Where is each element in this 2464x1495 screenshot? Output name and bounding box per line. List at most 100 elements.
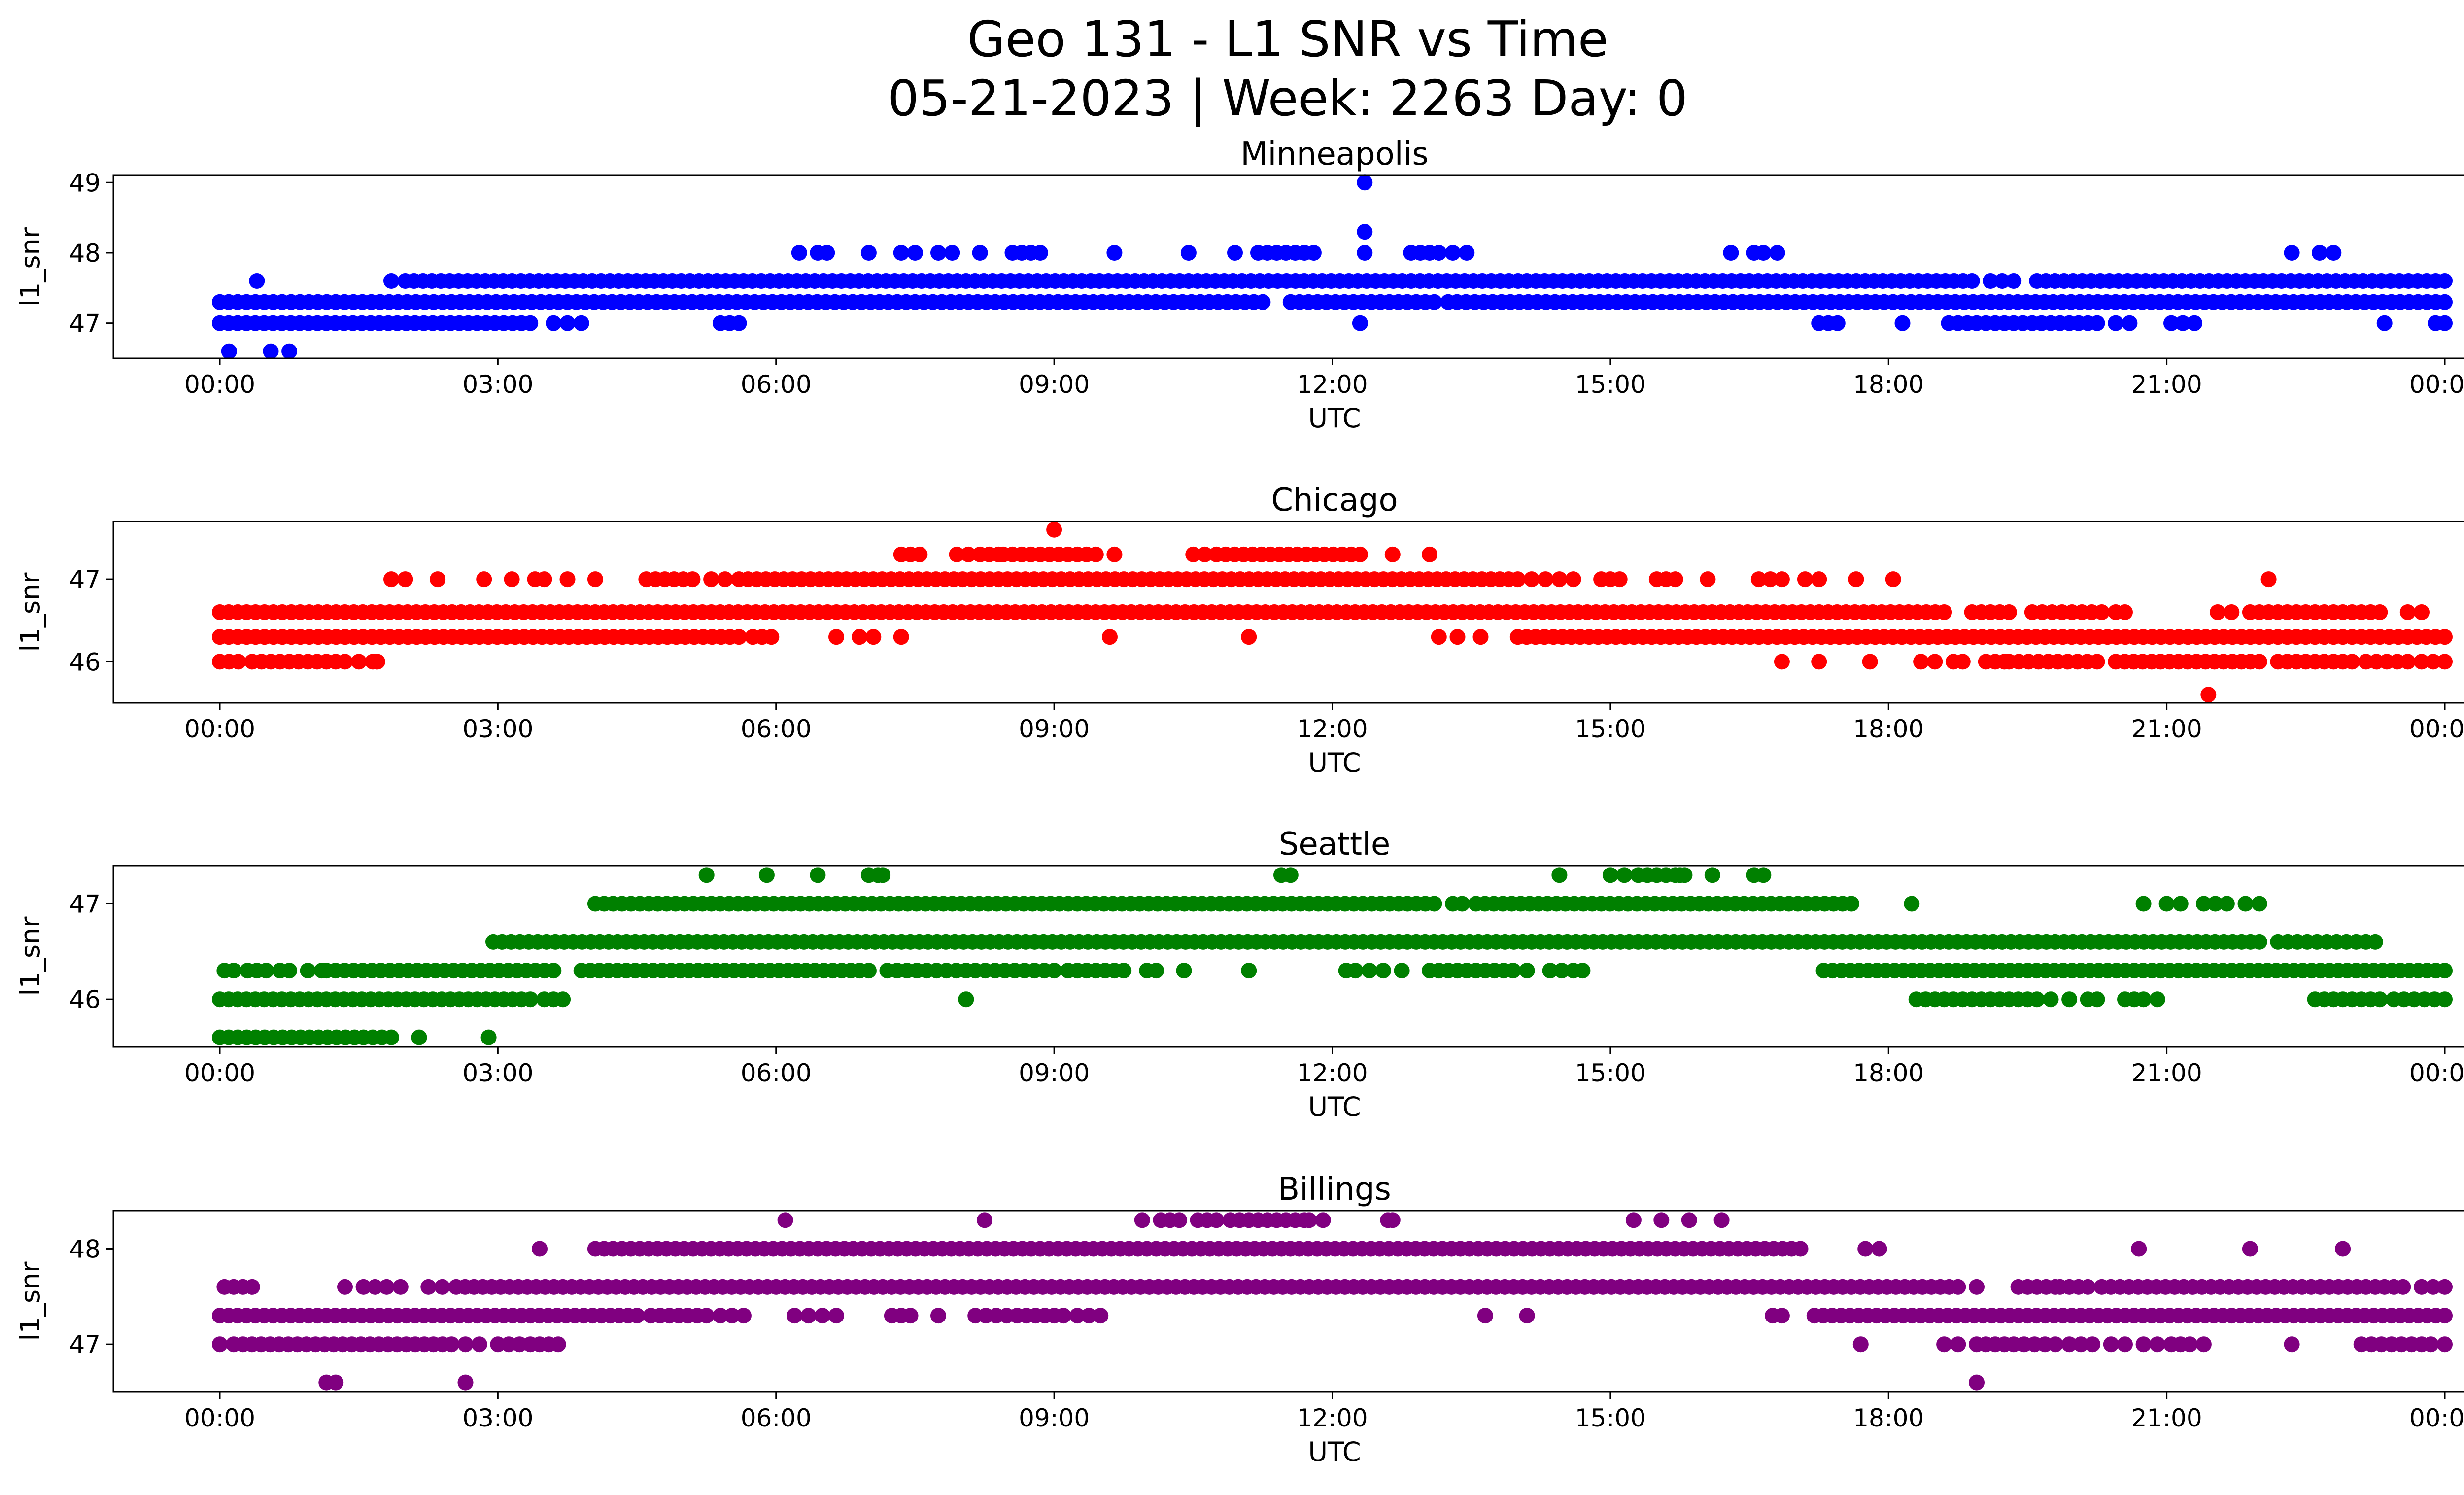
data-point — [2089, 991, 2105, 1008]
data-point — [2108, 315, 2124, 331]
data-point — [1554, 963, 1570, 979]
x-tick-label: 03:00 — [462, 1404, 533, 1432]
axes-frame — [112, 1210, 2464, 1393]
data-point — [2149, 1336, 2165, 1353]
data-point — [731, 315, 747, 331]
data-point — [1551, 571, 1568, 588]
data-point — [355, 1279, 372, 1295]
x-axis-label: UTC — [1308, 403, 1361, 434]
data-point — [2414, 604, 2430, 620]
subplot-title: Seattle — [1279, 826, 1391, 863]
y-tick-label: 46 — [69, 648, 101, 676]
data-point — [958, 991, 974, 1008]
x-tick-label: 06:00 — [741, 370, 812, 399]
y-axis-label: l1_snr — [15, 916, 46, 996]
data-point — [2103, 1336, 2119, 1353]
x-tick-label: 21:00 — [2131, 370, 2202, 399]
data-point — [2251, 654, 2267, 670]
data-point — [1445, 245, 1461, 261]
y-tick-label: 47 — [69, 1330, 101, 1359]
data-point — [2135, 1336, 2152, 1353]
data-point — [1505, 963, 1521, 979]
data-point — [2131, 1241, 2147, 1257]
data-point — [2117, 604, 2133, 620]
data-point — [2425, 1279, 2441, 1295]
data-point — [2437, 991, 2453, 1008]
data-point — [1509, 571, 1526, 588]
data-point — [865, 629, 882, 645]
data-point — [2344, 654, 2360, 670]
data-point — [1081, 1308, 1097, 1324]
x-tick-label: 12:00 — [1297, 1059, 1368, 1087]
data-point — [512, 1336, 528, 1353]
data-point — [281, 963, 298, 979]
data-point — [2437, 1308, 2453, 1324]
data-point — [2284, 1336, 2300, 1353]
data-point — [2219, 896, 2235, 912]
x-tick-label: 06:00 — [741, 1059, 812, 1087]
data-point — [717, 571, 733, 588]
data-point — [698, 867, 715, 883]
data-point — [300, 963, 316, 979]
data-point — [383, 571, 399, 588]
data-point — [2175, 315, 2191, 331]
x-tick-label: 18:00 — [1853, 715, 1924, 743]
data-point — [1227, 245, 1243, 261]
data-point — [337, 1279, 353, 1295]
data-point — [1774, 1308, 1790, 1324]
data-point — [2414, 654, 2430, 670]
data-point — [430, 571, 446, 588]
data-point — [1681, 1212, 1697, 1228]
data-point — [1185, 546, 1201, 562]
data-point — [1116, 963, 1132, 979]
x-tick-label: 12:00 — [1297, 715, 1368, 743]
data-point — [810, 867, 826, 883]
data-point — [2437, 654, 2453, 670]
data-point — [698, 1308, 715, 1324]
data-point — [2399, 654, 2416, 670]
data-point — [758, 867, 775, 883]
data-point — [2437, 1279, 2453, 1295]
data-point — [1927, 654, 1943, 670]
x-tick-label: 00:00 — [184, 715, 255, 743]
data-point — [2242, 1241, 2258, 1257]
data-point — [860, 963, 877, 979]
data-point — [1857, 1241, 1874, 1257]
data-point — [476, 571, 492, 588]
data-point — [1524, 571, 1540, 588]
data-point — [1936, 604, 1952, 620]
data-point — [1069, 1308, 1086, 1324]
data-point — [1969, 1374, 1985, 1391]
x-tick-label: 18:00 — [1853, 370, 1924, 399]
data-point — [2073, 1336, 2089, 1353]
data-point — [1255, 294, 1271, 310]
data-point — [573, 315, 589, 331]
axes-frame — [112, 865, 2464, 1048]
data-point — [2372, 991, 2388, 1008]
data-point — [1519, 1308, 1535, 1324]
data-point — [1375, 963, 1391, 979]
data-point — [1862, 654, 1878, 670]
data-point — [559, 571, 576, 588]
x-tick-label: 09:00 — [1019, 1404, 1090, 1432]
data-point — [1384, 1212, 1401, 1228]
data-point — [480, 1029, 497, 1045]
y-axis-label: l1_snr — [15, 1261, 46, 1341]
data-point — [1357, 174, 1373, 191]
data-point — [912, 546, 928, 562]
data-point — [1762, 571, 1779, 588]
data-point — [471, 1336, 487, 1353]
data-point — [977, 1212, 992, 1228]
data-point — [1551, 867, 1568, 883]
x-tick-label: 00:00 — [184, 1404, 255, 1432]
data-point — [522, 315, 539, 331]
data-point — [2163, 315, 2179, 331]
data-point — [2376, 315, 2393, 331]
data-points — [212, 867, 2453, 1045]
data-point — [1208, 1212, 1225, 1228]
data-point — [2149, 991, 2165, 1008]
data-points — [212, 522, 2453, 703]
data-point — [2029, 991, 2045, 1008]
data-point — [819, 245, 835, 261]
